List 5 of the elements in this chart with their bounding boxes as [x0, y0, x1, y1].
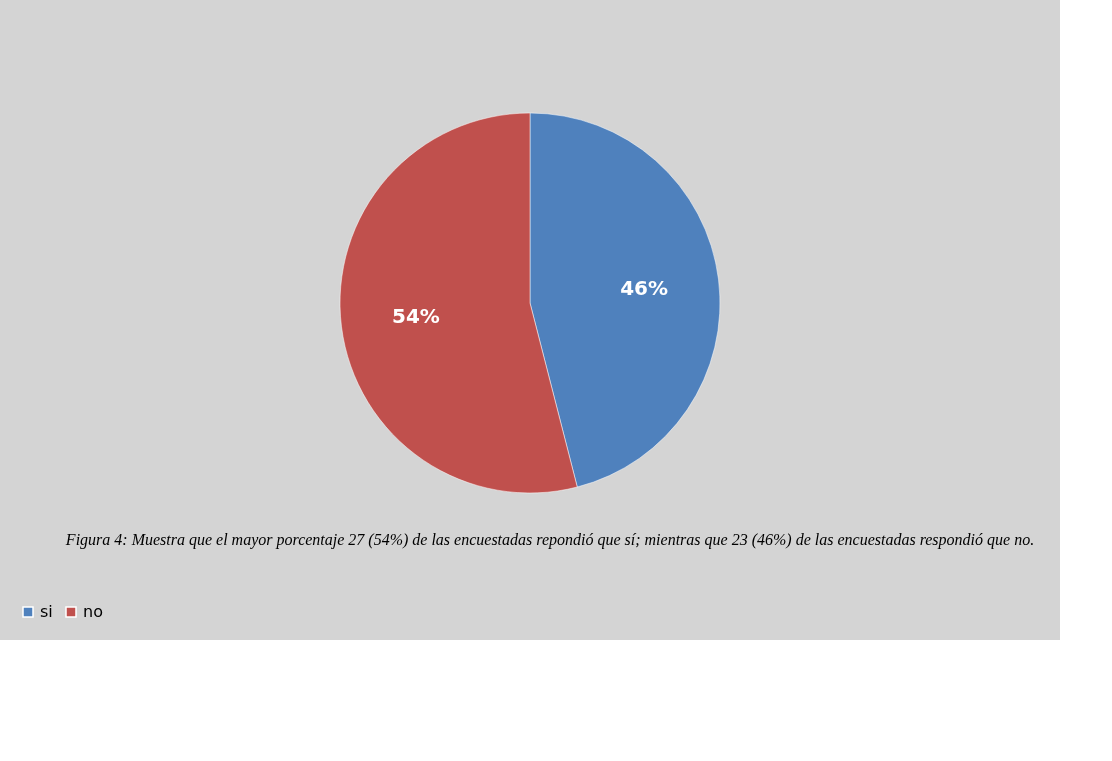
text: Figura 4: Muestra que el mayor porcentaje 27 (54%) de las encuestadas repondió que sí; mientras que 23 (46%) de las encuestadas respondió que no.	[64, 531, 1035, 549]
legend-label: no	[83, 602, 103, 621]
data-label: 46%	[620, 275, 669, 300]
legend-label: si	[40, 602, 53, 621]
data-label: 54%	[391, 304, 440, 329]
